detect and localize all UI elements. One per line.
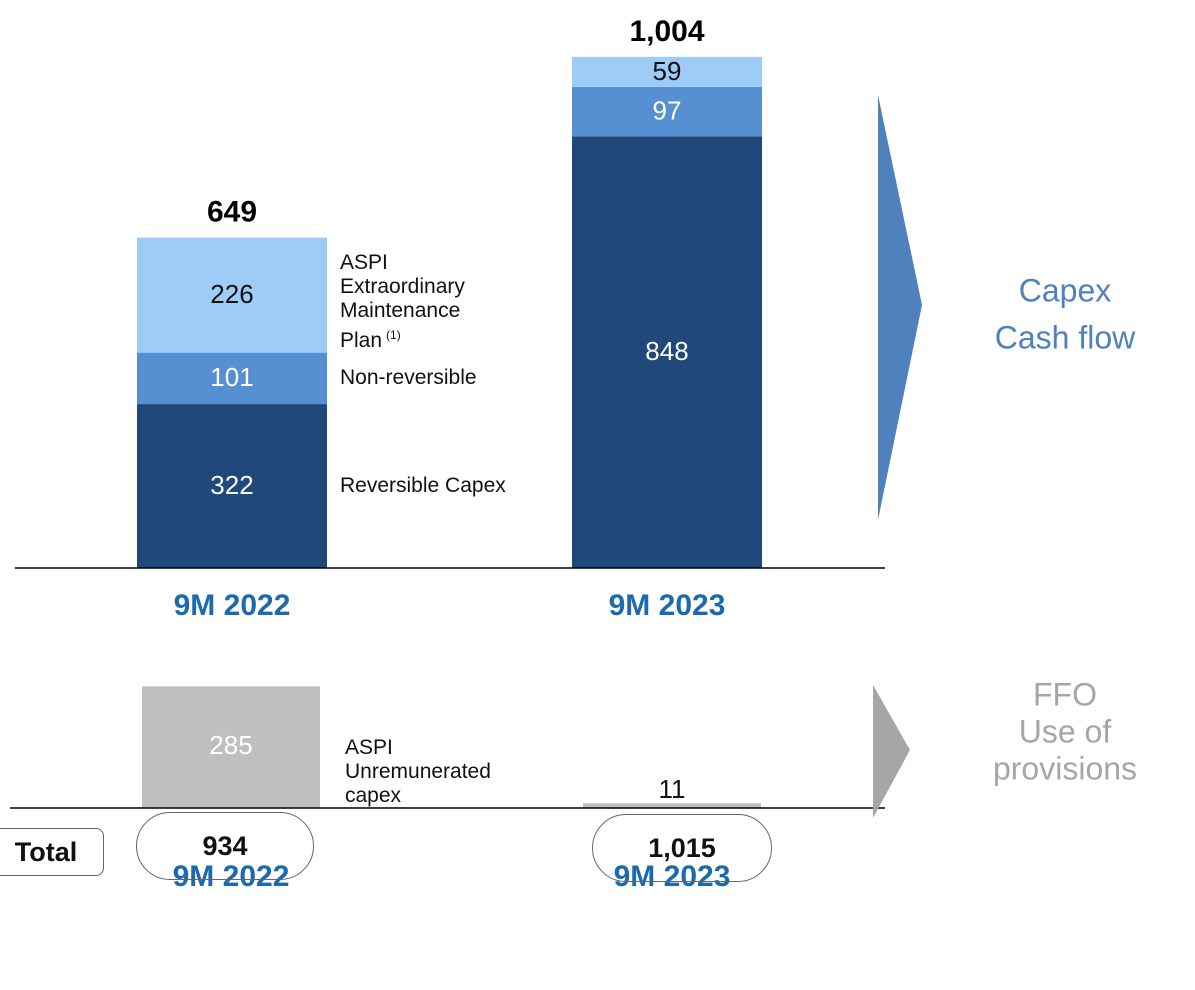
x-tick-label: 9M 2022 xyxy=(173,860,290,893)
value-label: 97 xyxy=(653,95,682,125)
total-value: 934 xyxy=(136,812,314,880)
legend-entry: ASPI Extraordinary Maintenance Plan (1) xyxy=(340,251,490,353)
legend-text: ASPI Extraordinary Maintenance Plan xyxy=(340,251,465,353)
value-label: 59 xyxy=(653,56,682,86)
total-label: 1,004 xyxy=(629,15,704,48)
bar-segment xyxy=(572,86,762,137)
side-label: Cash flow xyxy=(995,319,1136,355)
bar-segment xyxy=(137,237,327,353)
value-label: 11 xyxy=(659,774,686,804)
value-label: 848 xyxy=(645,336,688,366)
x-tick-label: 9M 2023 xyxy=(609,589,726,622)
bar-segment xyxy=(572,56,762,87)
legend-entry: Reversible Capex xyxy=(340,474,580,498)
total-label: 649 xyxy=(207,196,257,229)
arrow xyxy=(878,95,922,520)
value-label: 285 xyxy=(209,730,252,760)
side-label: Capex xyxy=(1019,272,1112,308)
legend-text: Non-reversible xyxy=(340,366,477,390)
arrow xyxy=(873,685,910,818)
x-tick-label: 9M 2023 xyxy=(614,860,731,893)
value-label: 101 xyxy=(210,362,253,392)
value-label: 226 xyxy=(210,279,253,309)
bar-segment xyxy=(137,352,327,405)
legend-entry: Non-reversible xyxy=(340,366,580,390)
total-label: Total xyxy=(0,828,104,876)
bar xyxy=(583,803,761,808)
legend-text: Reversible Capex xyxy=(340,474,506,498)
x-tick-label: 9M 2022 xyxy=(174,589,291,622)
legend-entry: ASPI Unremunerated capex xyxy=(345,736,491,807)
bar-segment xyxy=(572,136,762,569)
bar xyxy=(142,686,320,808)
side-label: provisions xyxy=(993,750,1137,786)
side-label: FFO xyxy=(1033,676,1097,712)
bar-segment xyxy=(137,404,327,568)
footnote-mark: (1) xyxy=(386,328,401,343)
total-value: 1,015 xyxy=(592,814,772,882)
side-label: Use of xyxy=(1019,713,1112,749)
value-label: 322 xyxy=(210,470,253,500)
